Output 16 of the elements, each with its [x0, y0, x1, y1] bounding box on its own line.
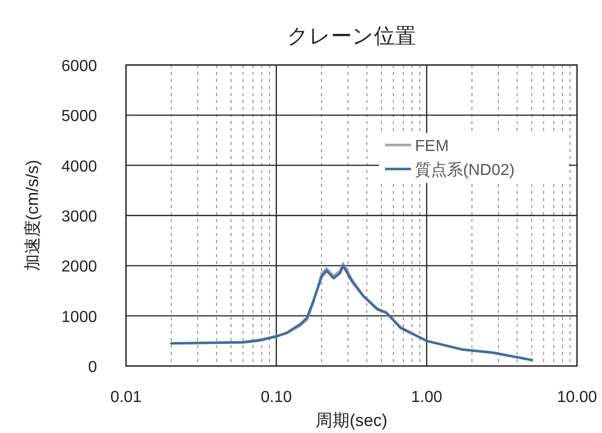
x-tick-label: 0.01 — [110, 389, 142, 406]
y-tick-label: 6000 — [61, 58, 98, 75]
y-tick-label: 5000 — [61, 108, 98, 126]
x-tick-label: 10.00 — [556, 389, 598, 406]
y-tick-label: 4000 — [61, 158, 98, 176]
y-tick-label: 3000 — [61, 208, 98, 226]
y-tick-label: 1000 — [61, 308, 98, 326]
y-axis-title: 加速度(cm/s/s) — [23, 160, 42, 272]
x-axis-title: 周期(sec) — [316, 411, 388, 430]
y-tick-label: 0 — [88, 359, 98, 376]
legend-label: FEM — [415, 138, 449, 155]
x-tick-label: 0.10 — [260, 389, 292, 406]
chart-title: クレーン位置 — [287, 25, 416, 48]
x-tick-label: 1.00 — [411, 389, 442, 406]
y-tick-label: 2000 — [61, 258, 98, 276]
legend-label: 質点系(ND02) — [415, 161, 515, 179]
